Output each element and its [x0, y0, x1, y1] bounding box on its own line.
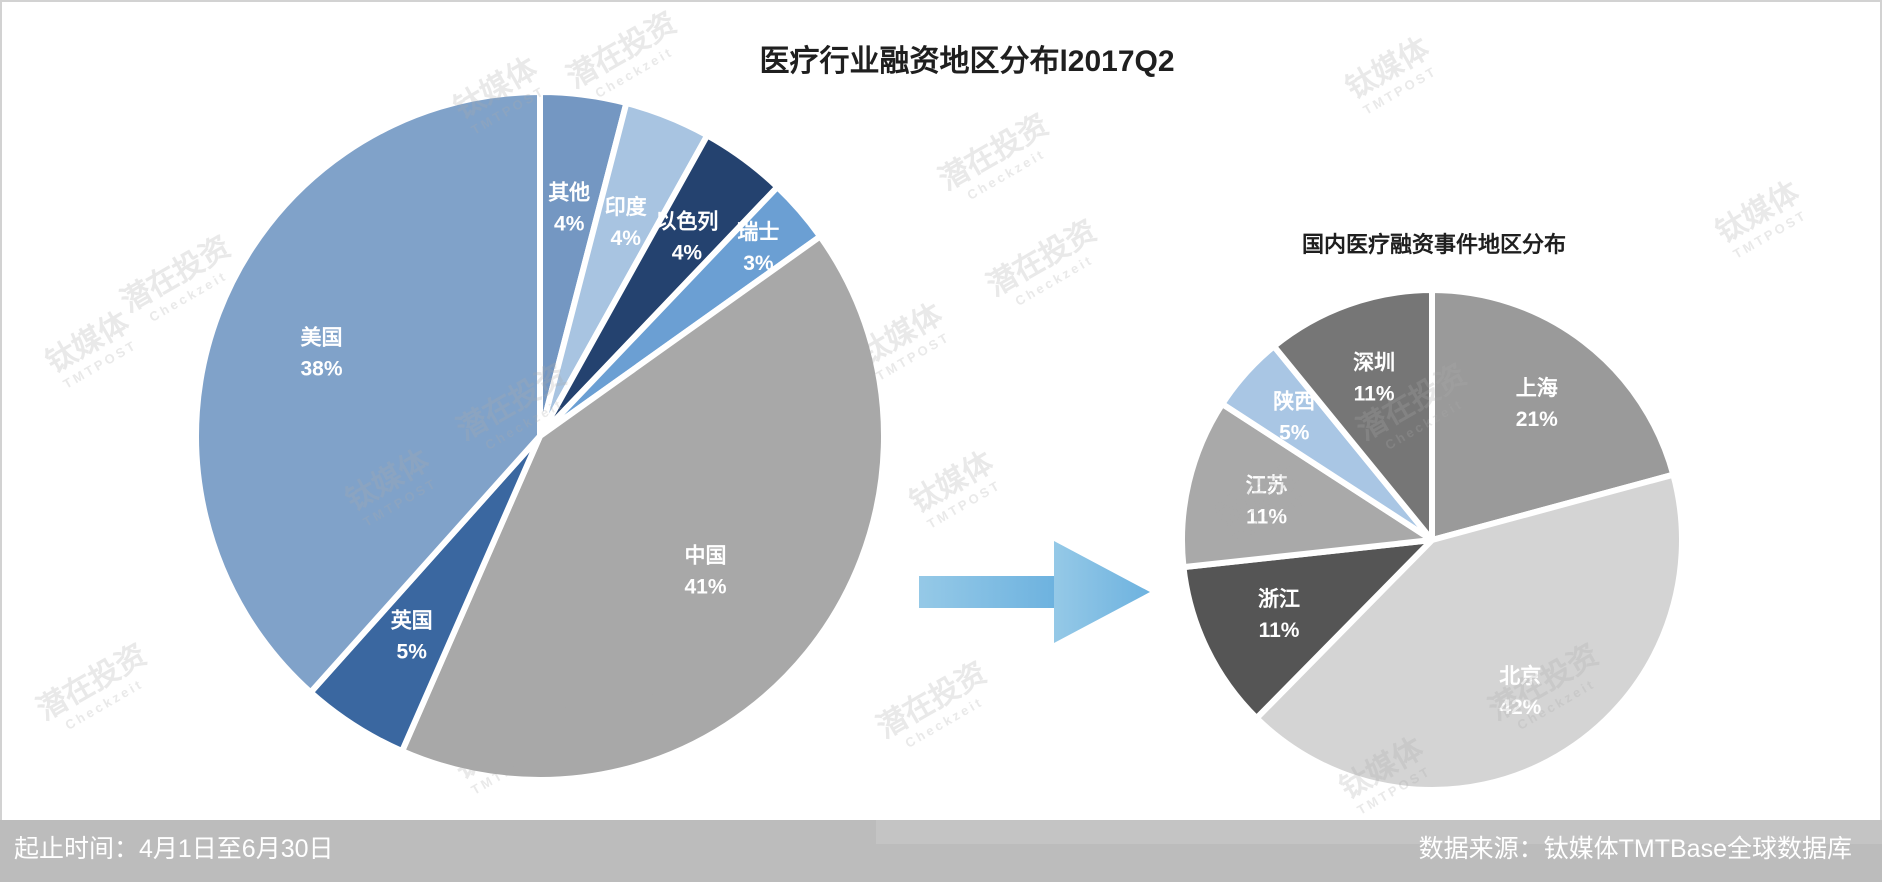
global-pie-label-value-2: 4% [611, 227, 642, 250]
footer-band [876, 820, 1882, 844]
domestic-pie-label-name-4: 江苏 [1246, 475, 1288, 498]
domestic-pie-slice-1 [1429, 287, 1677, 543]
global-pie-label-value-6: 5% [397, 641, 428, 664]
domestic-pie-label-name-5: 陕西 [1273, 391, 1315, 414]
domestic-pie-label-value-5: 5% [1279, 422, 1310, 445]
global-pie-slice-5 [399, 233, 887, 783]
domestic-pie-slice-4 [1179, 400, 1435, 571]
global-pie-label-value-5: 41% [684, 576, 726, 599]
global-pie-label-name-6: 英国 [391, 610, 433, 633]
domestic-pie-label-name-1: 上海 [1516, 376, 1558, 400]
global-pie-label-name-5: 中国 [685, 545, 727, 568]
footer-source-text: 数据来源：钛媒体TMTBase全球数据库 [1418, 835, 1852, 863]
domestic-pie-label-name-3: 浙江 [1258, 588, 1300, 611]
global-pie-label-value-1: 4% [554, 212, 585, 235]
arrow-head [1054, 541, 1150, 643]
global-pie-label-name-2: 印度 [605, 195, 647, 219]
domestic-pie-slice-2 [1253, 471, 1685, 794]
global-pie-label-value-3: 4% [672, 242, 703, 265]
global-region-pie: 其他 4% 印度 4% 以色列 4% 瑞士 3% 中国 41% 英国 5% 美国 38% [193, 89, 887, 783]
global-pie-label-name-3: 以色列 [655, 210, 718, 234]
domestic-pie-slice-3 [1180, 537, 1435, 722]
footer-bar: 起止时间：4月1日至6月30日 数据来源：钛媒体TMTBase全球数据库 [0, 820, 1882, 882]
domestic-pie-label-value-6: 11% [1354, 383, 1395, 406]
footer-period-text: 起止时间：4月1日至6月30日 [14, 835, 334, 863]
global-pie-label-name-1: 其他 [548, 180, 590, 204]
domestic-region-pie: 上海 21% 北京 42% 浙江 11% 江苏 11% 陕西 5% 深圳 11% [1179, 287, 1685, 794]
domestic-pie-label-value-2: 42% [1499, 696, 1541, 719]
domestic-pie-slice-6 [1270, 287, 1435, 543]
global-pie-label-name-4: 瑞士 [737, 221, 779, 244]
arrow-right-icon [919, 541, 1150, 643]
domestic-pie-label-name-2: 北京 [1499, 664, 1541, 688]
global-pie-slice-7 [193, 89, 543, 696]
global-pie-label-name-7: 美国 [301, 326, 343, 350]
arrow-shaft [919, 576, 1056, 608]
domestic-pie-label-value-4: 11% [1246, 506, 1287, 529]
chart-title: 医疗行业融资地区分布l2017Q2 [759, 45, 1174, 78]
domestic-pie-label-value-1: 21% [1516, 408, 1558, 431]
domestic-pie-label-name-6: 深圳 [1353, 352, 1395, 375]
global-pie-label-value-4: 3% [743, 252, 774, 275]
domestic-pie-title: 国内医疗融资事件地区分布 [1302, 232, 1566, 257]
domestic-pie-label-value-3: 11% [1259, 619, 1300, 642]
global-pie-label-value-7: 38% [300, 358, 342, 381]
